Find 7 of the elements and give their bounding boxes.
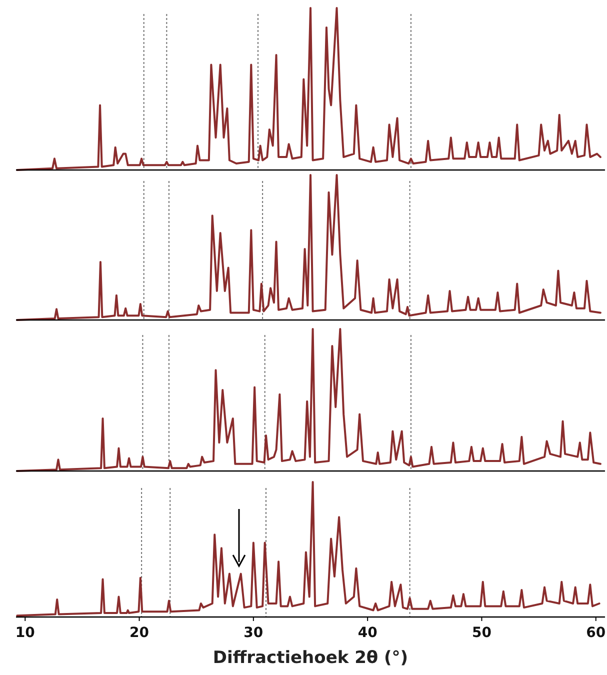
x-tick-label: 10	[15, 625, 36, 641]
x-tick-label: 60	[586, 625, 606, 641]
x-tick-label: 30	[244, 625, 264, 641]
x-tick-label: 50	[472, 625, 492, 641]
x-axis-title: Diffractiehoek 2θ (°)	[212, 648, 408, 668]
x-tick-label: 40	[358, 625, 378, 641]
x-tick-label: 20	[130, 625, 150, 641]
